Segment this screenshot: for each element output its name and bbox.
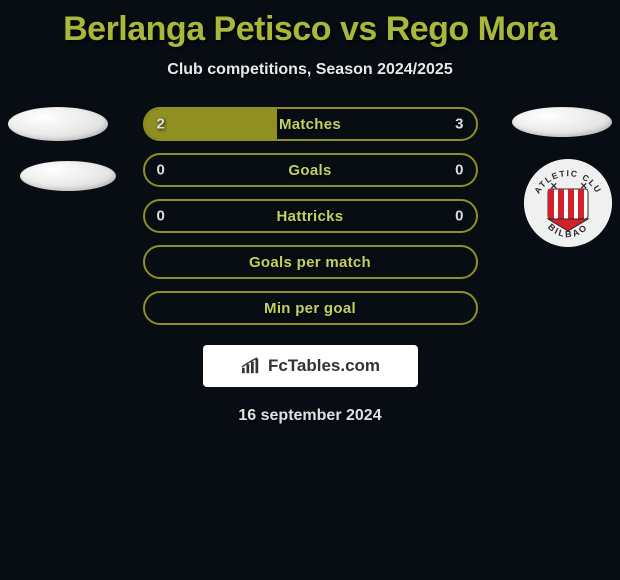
stat-value-left: 0 <box>157 208 165 225</box>
stat-row: 2 Matches 3 <box>143 107 478 141</box>
season-subtitle: Club competitions, Season 2024/2025 <box>0 61 620 79</box>
stat-rows: 2 Matches 3 0 Goals 0 0 Hattricks 0 Goals per mat… <box>143 107 478 325</box>
stat-value-right: 0 <box>455 162 463 179</box>
stat-value-left: 2 <box>157 116 165 133</box>
watermark-text: FcTables.com <box>268 356 380 376</box>
player-right-badge-1 <box>512 107 612 137</box>
stat-row: 0 Goals 0 <box>143 153 478 187</box>
chart-icon <box>240 357 262 375</box>
svg-text:✕: ✕ <box>550 181 558 191</box>
stat-label: Hattricks <box>277 208 344 225</box>
stat-row: Goals per match <box>143 245 478 279</box>
stat-row: 0 Hattricks 0 <box>143 199 478 233</box>
generation-date: 16 september 2024 <box>0 407 620 425</box>
stat-value-right: 0 <box>455 208 463 225</box>
watermark: FcTables.com <box>203 345 418 387</box>
stat-label: Goals <box>288 162 331 179</box>
stats-area: ATLETIC CLU ✕ ✕ BILBAO 2Matches30Goal <box>0 107 620 325</box>
page-title: Berlanga Petisco vs Rego Mora <box>0 10 620 49</box>
stat-value-left: 0 <box>157 162 165 179</box>
stat-label: Matches <box>279 116 341 133</box>
stat-label: Min per goal <box>264 300 356 317</box>
svg-text:✕: ✕ <box>580 181 588 191</box>
player-left-badge-2 <box>20 161 116 191</box>
player-left-badge-1 <box>8 107 108 141</box>
stat-label: Goals per match <box>249 254 371 271</box>
stat-value-right: 3 <box>455 116 463 133</box>
club-badge-right: ATLETIC CLU ✕ ✕ BILBAO <box>524 159 612 247</box>
stat-row: Min per goal <box>143 291 478 325</box>
